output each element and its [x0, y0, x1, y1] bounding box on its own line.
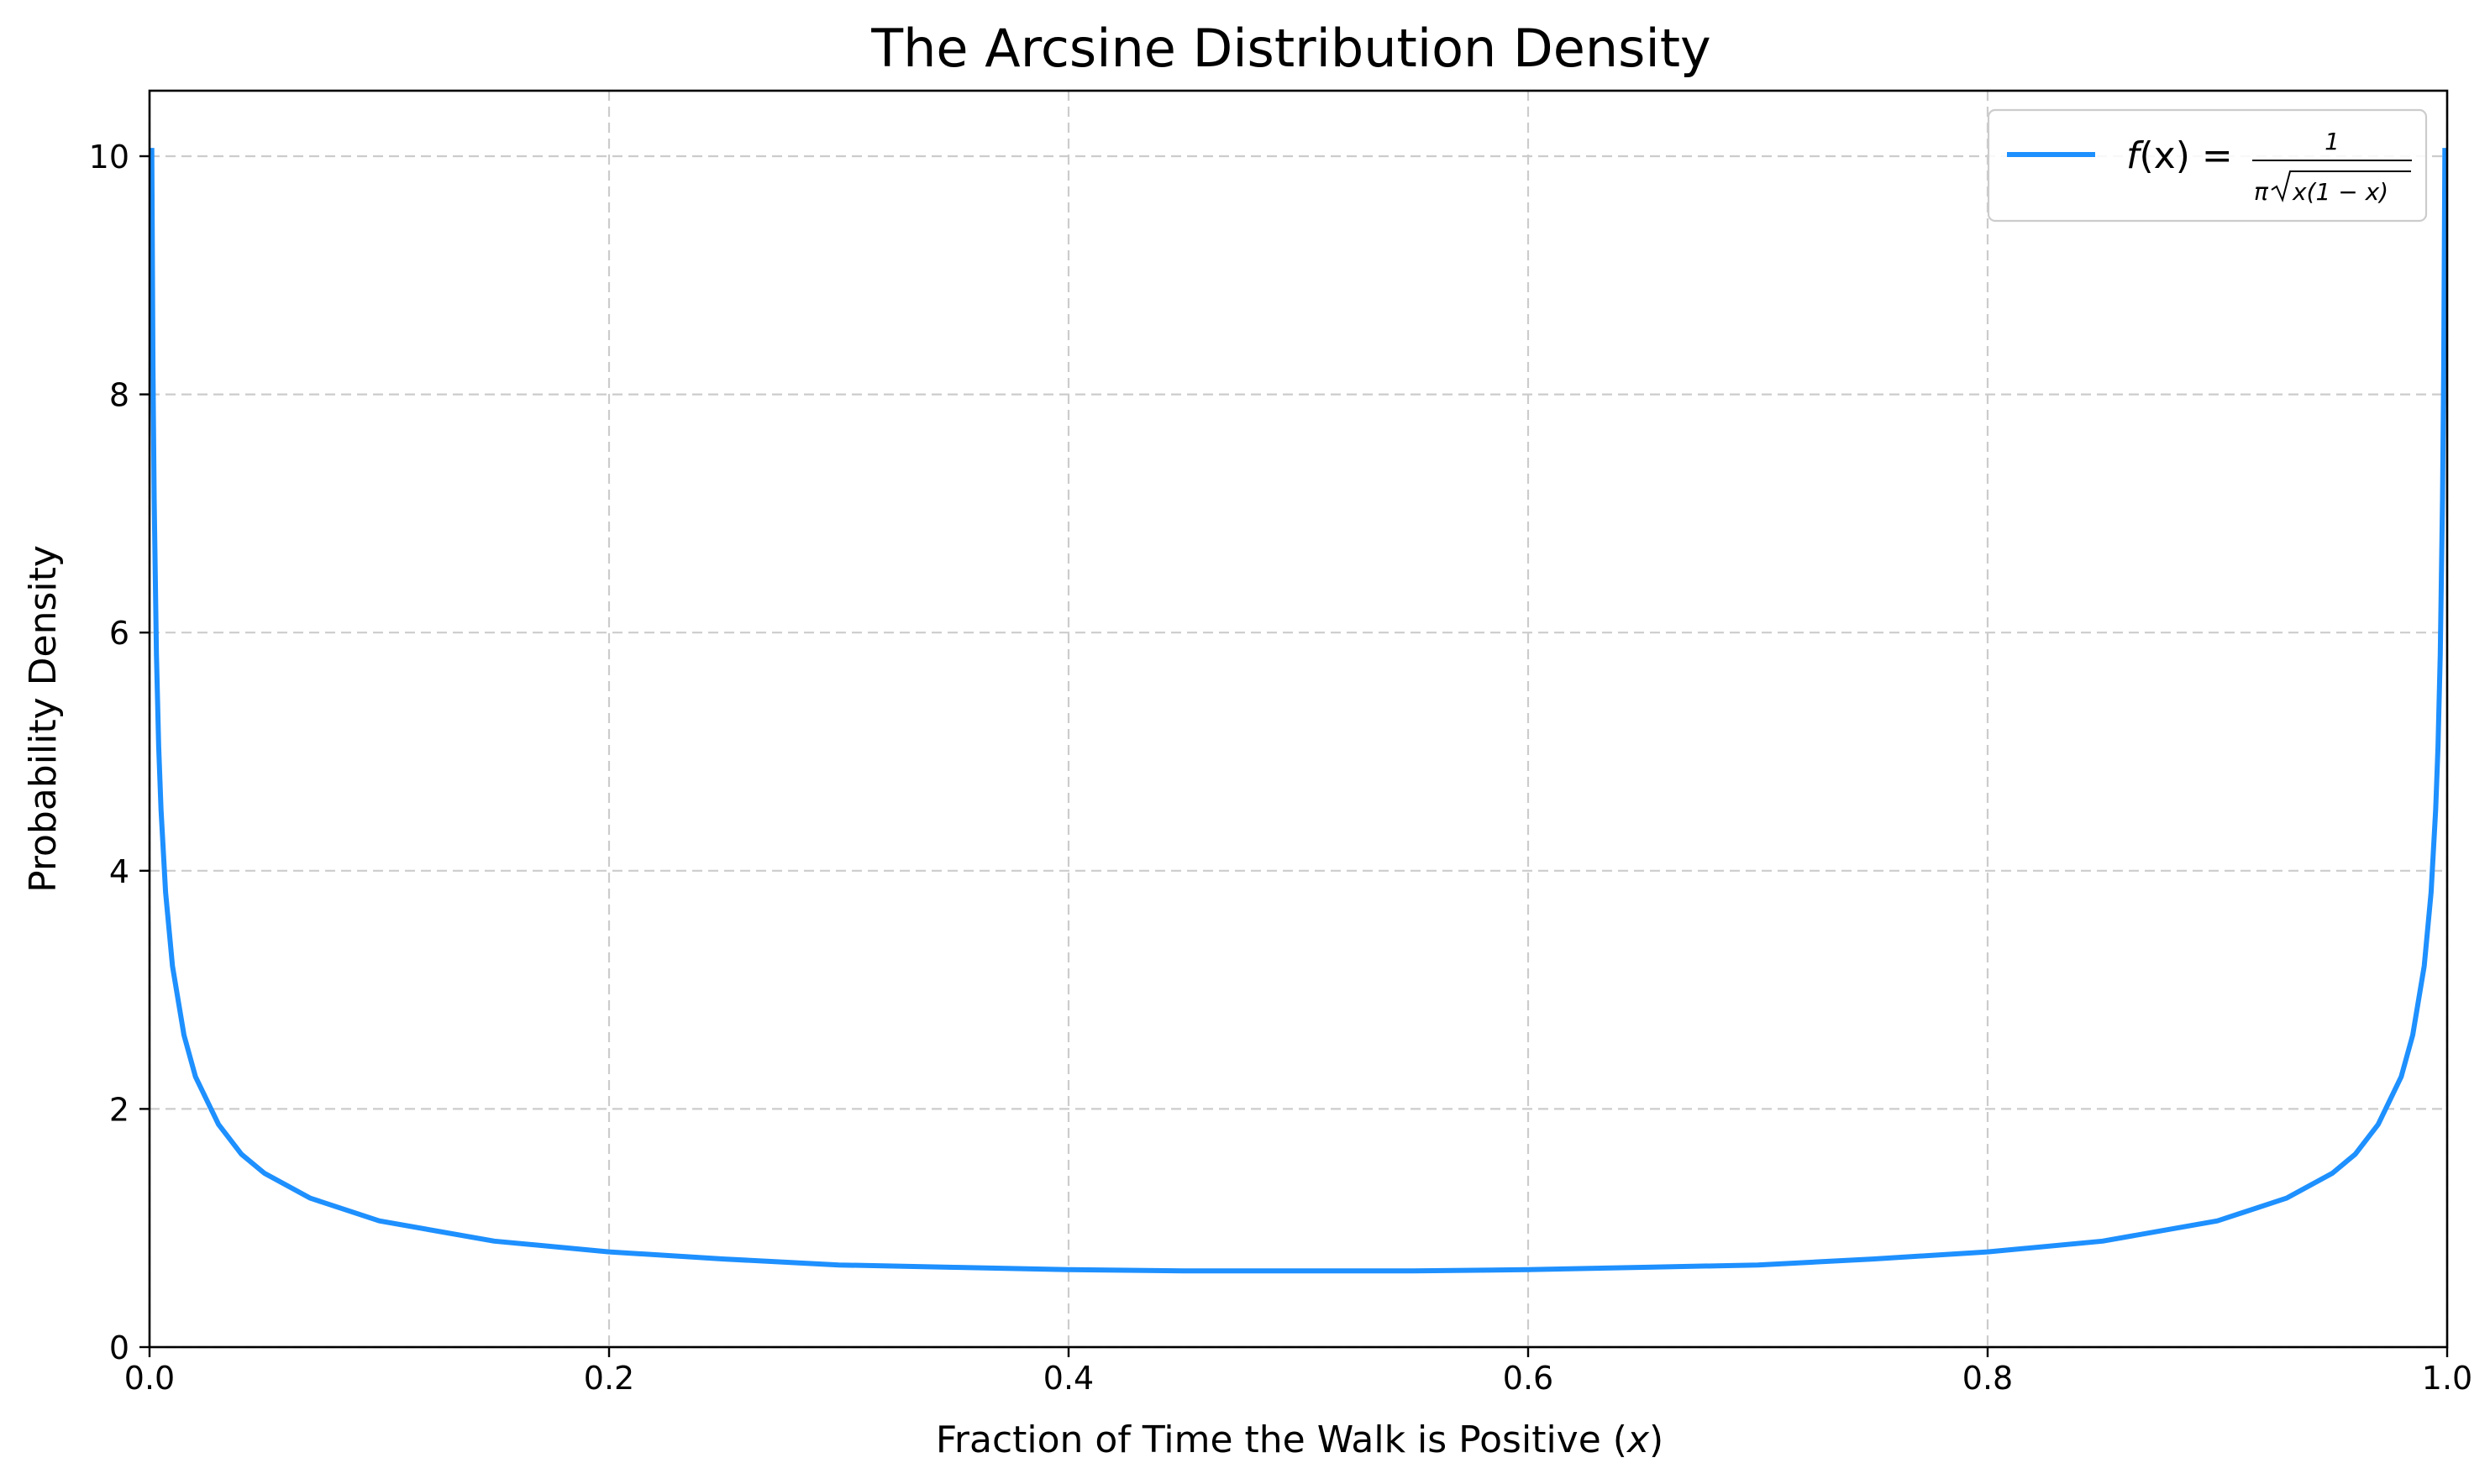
series-line-arcsine-density	[149, 148, 2448, 1274]
legend-lhs: (x) =	[2140, 134, 2233, 177]
y-tick-label: 0	[109, 1329, 129, 1366]
y-tick-label: 6	[109, 615, 129, 652]
x-axis-label-variable: x	[1626, 1418, 1650, 1461]
x-tick-label: 0.4	[1043, 1360, 1094, 1397]
x-axis-label: Fraction of Time the Walk is Positive (x…	[936, 1418, 1663, 1461]
legend-sqrt-sign	[2271, 170, 2411, 203]
y-axis-label: Probability Density	[22, 545, 65, 893]
x-tick-label: 0.8	[1962, 1360, 2013, 1397]
legend-denominator-inner: x(1 − x)	[2292, 178, 2388, 206]
x-tick-label: 1.0	[2422, 1360, 2472, 1397]
x-axis-label-suffix: )	[1649, 1418, 1663, 1461]
plot-frame	[148, 89, 2449, 1349]
x-axis-label-prefix: Fraction of Time the Walk is Positive (	[936, 1418, 1627, 1461]
legend-denominator-pi: π	[2254, 178, 2269, 206]
legend-box	[1987, 108, 2428, 223]
y-tick-label: 10	[89, 139, 129, 176]
x-tick-label: 0.0	[124, 1360, 175, 1397]
y-tick-label: 8	[109, 377, 129, 414]
legend-numerator: 1	[2325, 128, 2340, 155]
chart-title: The Arcsine Distribution Density	[870, 18, 1710, 79]
series-layer	[149, 148, 2448, 1274]
y-tick-label: 2	[109, 1091, 129, 1128]
x-tick-label: 0.6	[1503, 1360, 1553, 1397]
x-tick-label: 0.2	[584, 1360, 634, 1397]
legend: f(x) = 1 π x(1 − x)	[1987, 108, 2428, 223]
legend-label: f(x) =	[2126, 134, 2233, 177]
y-tick-label: 4	[109, 853, 129, 890]
axis-ticks: 0.0 0.2 0.4 0.6 0.8 1.0 0 2 4 6 8 10	[89, 139, 2473, 1397]
